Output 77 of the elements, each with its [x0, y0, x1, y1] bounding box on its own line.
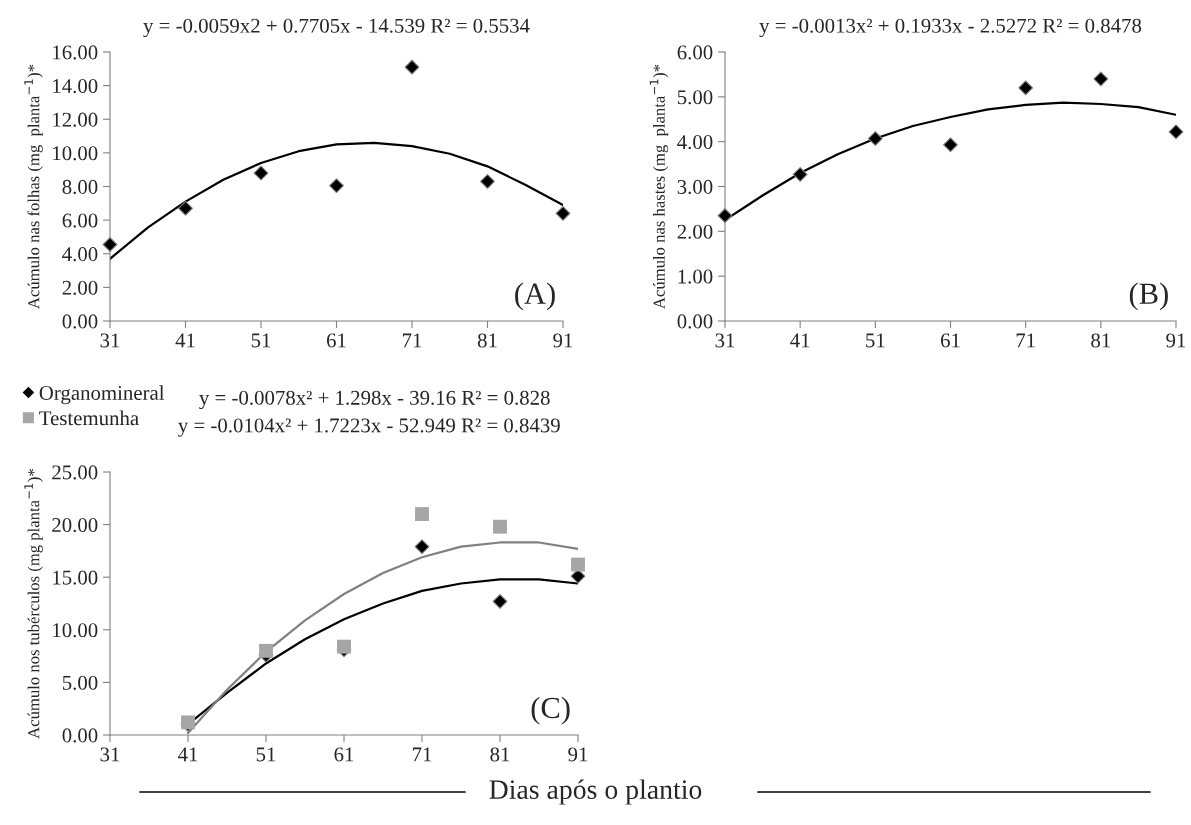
x-tick-label: 91 [1166, 333, 1186, 348]
x-tick-label: 91 [553, 333, 573, 348]
y-tick-label: 25.00 [52, 465, 98, 480]
y-tick-label: 10.00 [53, 146, 98, 161]
text: y = -0.0078x² + 1.298x - 39.16 R² = 0.828 [199, 390, 550, 410]
x-tick-label: 71 [402, 333, 422, 348]
annotation: (C) [531, 696, 570, 725]
point [102, 237, 118, 252]
x-tick-label: 41 [790, 333, 810, 348]
x-tick-label: 81 [477, 333, 497, 348]
x-tick-label: 91 [568, 747, 588, 762]
y-axis-title: Acúmulo nas folhas (mg planta$^{−1}$)* [24, 64, 43, 309]
point [337, 639, 351, 654]
y-tick-label: 14.00 [53, 79, 98, 94]
x-tick-label: 71 [1016, 333, 1035, 348]
x-tick-label: 41 [175, 333, 195, 348]
point [415, 507, 429, 522]
y-axis-title: Acúmulo nas hastes (mg planta$^{−1}$)* [649, 64, 669, 309]
point [492, 593, 508, 609]
y-tick-label: 0.00 [62, 728, 98, 743]
y-axis-title: Acúmulo nos tubérculos (mg planta$^{−1}$)* [24, 469, 43, 739]
y-tick-label: 16.00 [53, 45, 98, 60]
y-tick-label: 5.00 [677, 90, 713, 105]
point [404, 59, 420, 75]
point [555, 205, 571, 221]
point [717, 208, 733, 224]
x-tick-label: 81 [1091, 333, 1110, 348]
legend-label: Organomineral [39, 385, 165, 405]
y-tick-label: 20.00 [52, 517, 98, 533]
y-tick-label: 3.00 [677, 179, 713, 195]
point [329, 178, 344, 194]
y-tick-label: 1.00 [678, 269, 713, 284]
x-tick-label: 41 [177, 747, 198, 762]
x-tick-label: 31 [100, 747, 120, 762]
x-tick-label: 31 [715, 333, 735, 348]
y-tick-label: 4.00 [62, 247, 98, 262]
chart-title: y = -0.0013x² + 0.1933x - 2.5272 R² = 0.8478 [759, 18, 1142, 38]
y-tick-label: 2.00 [677, 224, 713, 239]
point [493, 519, 507, 534]
y-tick-label: 10.00 [53, 623, 98, 638]
y-tick-label: 6.00 [62, 213, 98, 228]
y-tick-label: 0.00 [62, 314, 98, 329]
legend-label: Testemunha [39, 410, 139, 426]
point [259, 643, 273, 658]
point [480, 174, 495, 189]
point [253, 165, 269, 181]
y-tick-label: 12.00 [53, 112, 98, 127]
point [1093, 71, 1109, 87]
point [1018, 80, 1034, 96]
x-tick-label: 61 [940, 333, 960, 348]
point [792, 166, 808, 182]
point [943, 137, 958, 153]
text: y = -0.0104x² + 1.7223x - 52.949 R² = 0.8439 [178, 418, 560, 437]
x-tick-label: 31 [100, 333, 120, 348]
point [867, 131, 883, 146]
x-tick-label: 51 [256, 747, 276, 762]
y-tick-label: 15.00 [53, 570, 98, 585]
x-tick-label: 61 [326, 333, 346, 348]
y-tick-label: 8.00 [62, 179, 98, 195]
point [178, 200, 193, 216]
point [571, 557, 585, 572]
x-tick-label: 71 [412, 747, 432, 762]
y-tick-label: 6.00 [677, 45, 713, 60]
annotation: (B) [1129, 282, 1168, 311]
point [414, 539, 430, 555]
y-tick-label: 5.00 [62, 675, 98, 690]
y-tick-label: 2.00 [62, 280, 98, 295]
chart-title: y = -0.0059x2 + 0.7705x - 14.539 R² = 0.5534 [143, 18, 530, 38]
annotation: (A) [515, 282, 555, 311]
x-axis-title: Dias após o plantio [489, 779, 702, 805]
y-tick-label: 0.00 [677, 314, 713, 329]
x-tick-label: 81 [490, 747, 510, 762]
x-tick-label: 51 [251, 333, 271, 348]
point [1168, 124, 1184, 140]
x-tick-label: 61 [334, 747, 354, 762]
x-tick-label: 51 [866, 333, 885, 348]
y-tick-label: 4.00 [677, 135, 713, 150]
